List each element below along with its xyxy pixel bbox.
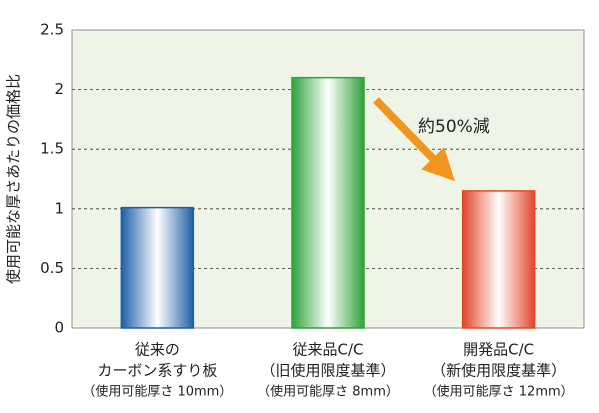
x-tick-label: （使用可能厚さ 12mm） [424, 384, 574, 400]
y-axis-label: 使用可能な厚さあたりの価格比 [5, 74, 23, 284]
x-tick-label: カーボン系すり板 [97, 362, 217, 380]
y-tick-label: 1 [54, 199, 64, 217]
arrow [373, 97, 455, 182]
x-tick-label: 開発品C/C [463, 341, 534, 359]
bar [120, 206, 195, 329]
y-tick-label: 2.5 [40, 21, 64, 39]
x-tick-label: 従来の [135, 341, 180, 359]
x-tick-label: （使用可能厚さ 10mm） [82, 384, 232, 400]
y-tick-label: 1.5 [40, 140, 64, 158]
bar [291, 76, 365, 329]
x-tick-label: （新使用限度基準） [431, 362, 566, 380]
x-tick-label: （使用可能厚さ 8mm） [257, 384, 399, 400]
annotation: 約50%減 [418, 117, 490, 137]
x-tick-label: 従来品C/C [292, 341, 363, 359]
y-tick-label: 0.5 [40, 259, 64, 277]
y-tick-label: 2 [54, 80, 64, 98]
x-tick-label: （旧使用限度基準） [260, 362, 395, 380]
bar [461, 190, 536, 329]
y-tick-label: 0 [54, 319, 64, 337]
